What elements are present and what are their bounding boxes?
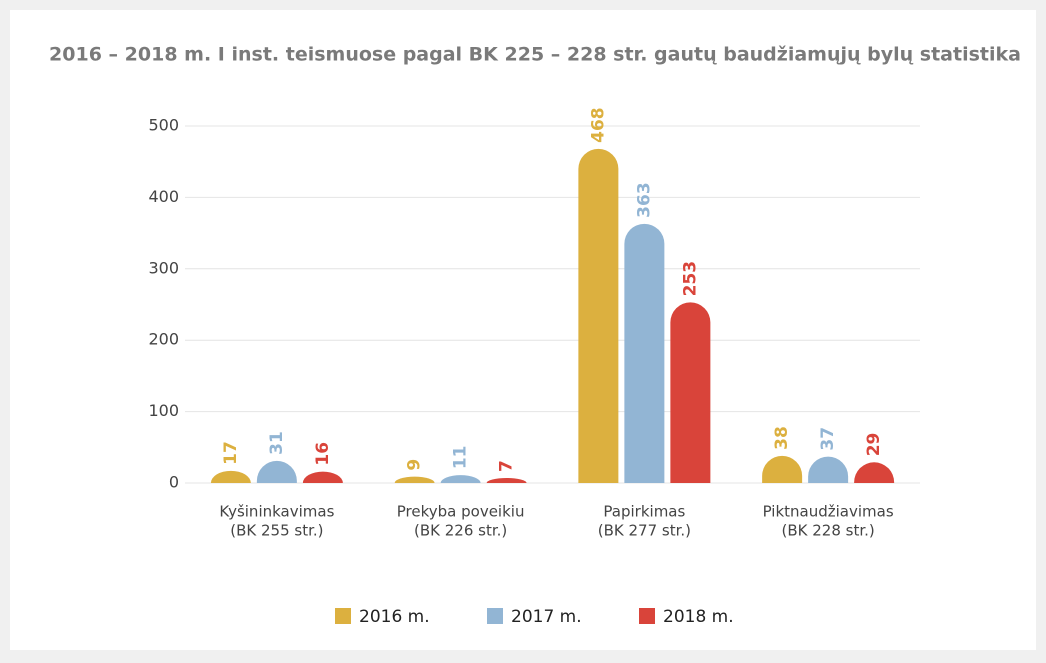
legend-label: 2018 m. xyxy=(663,607,734,627)
bar xyxy=(440,475,481,483)
value-label: 253 xyxy=(680,261,700,297)
bar xyxy=(394,476,435,483)
value-label: 16 xyxy=(313,442,333,466)
y-tick-label: 300 xyxy=(148,258,179,277)
bar xyxy=(578,148,619,483)
x-tick-label: Prekyba poveikiu xyxy=(397,503,525,521)
bar xyxy=(670,302,711,483)
bar xyxy=(624,223,665,483)
value-label: 11 xyxy=(451,445,471,469)
x-tick-label: Papirkimas xyxy=(603,503,685,521)
bar xyxy=(762,455,803,483)
x-tick-label: Kyšininkavimas xyxy=(219,503,334,521)
y-tick-label: 200 xyxy=(148,330,179,349)
y-tick-label: 100 xyxy=(148,401,179,420)
bar xyxy=(854,462,895,483)
y-tick-label: 500 xyxy=(148,116,179,135)
legend-swatch xyxy=(639,608,655,624)
bar xyxy=(256,460,297,483)
x-tick-label: (BK 228 str.) xyxy=(781,522,874,540)
value-label: 31 xyxy=(267,431,287,455)
value-label: 468 xyxy=(588,107,608,143)
value-label: 7 xyxy=(497,460,517,472)
x-tick-label: (BK 277 str.) xyxy=(598,522,691,540)
chart-title: 2016 – 2018 m. I inst. teismuose pagal B… xyxy=(49,44,1021,66)
bar xyxy=(302,471,343,483)
legend-label: 2016 m. xyxy=(359,607,430,627)
y-tick-label: 0 xyxy=(169,473,179,492)
value-label: 9 xyxy=(405,459,425,471)
panel xyxy=(10,10,1036,650)
x-tick-label: (BK 255 str.) xyxy=(230,522,323,540)
y-tick-label: 400 xyxy=(148,187,179,206)
value-label: 37 xyxy=(818,427,838,451)
x-tick-label: Piktnaudžiavimas xyxy=(763,503,894,521)
legend-swatch xyxy=(487,608,503,624)
bar xyxy=(808,456,849,483)
value-label: 363 xyxy=(634,182,654,218)
legend-swatch xyxy=(335,608,351,624)
value-label: 29 xyxy=(864,433,884,457)
bar xyxy=(210,470,251,483)
value-label: 38 xyxy=(772,426,792,450)
bar xyxy=(486,478,527,483)
x-tick-label: (BK 226 str.) xyxy=(414,522,507,540)
value-label: 17 xyxy=(221,441,241,465)
legend-label: 2017 m. xyxy=(511,607,582,627)
